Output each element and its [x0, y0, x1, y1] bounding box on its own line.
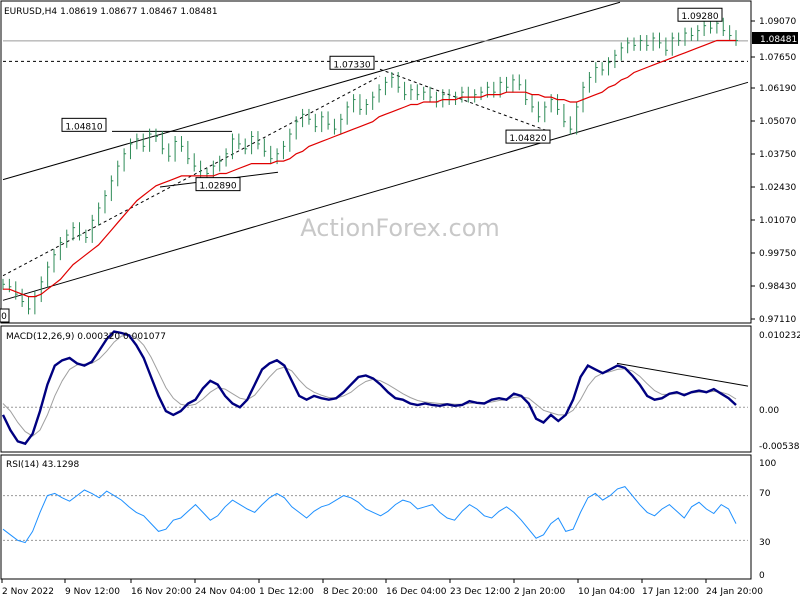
x-tick-label: 2 Jan 20:00 [514, 587, 566, 597]
price-level-label: 0 [1, 312, 7, 322]
rsi-line [2, 486, 737, 544]
y-tick-label: 1.06190 [759, 84, 796, 94]
current-price-tag [752, 32, 798, 44]
x-tick-label: 1 Dec 12:00 [259, 587, 314, 597]
x-tick-label: 24 Nov 04:00 [195, 587, 256, 597]
rsi-panel-frame [0, 454, 752, 580]
channel-lower-line [2, 81, 749, 301]
y-tick-label: 1.07650 [759, 53, 796, 63]
channel-upper-line [2, 1, 621, 181]
x-tick-label: 9 Nov 12:00 [65, 587, 120, 597]
x-tick-label: 24 Jan 20:00 [706, 587, 763, 597]
macd-title: MACD(12,26,9) 0.000320 0.001077 [6, 332, 166, 342]
rsi-y-tick-label: 70 [759, 489, 771, 499]
price-level-box [195, 177, 241, 192]
macd-signal-line [2, 333, 737, 437]
y-tick-label: 0.97110 [759, 315, 796, 325]
x-tick-label: 16 Dec 04:00 [386, 587, 447, 597]
price-level-box [505, 129, 551, 144]
axis-layer: 1.09070 1.07650 1.06190 1.05070 1.03750 1.024… [1, 17, 800, 597]
x-tick-label: 8 Dec 20:00 [323, 587, 378, 597]
macd-y-tick-label: -0.005389 [759, 442, 800, 452]
inner-channel-dashed [2, 75, 381, 277]
price-level-label: 1.07330 [333, 60, 370, 70]
y-tick-label: 1.05070 [759, 117, 796, 127]
price-level-label: 1.04810 [65, 122, 102, 132]
x-tick-label: 2 Nov 2022 [2, 587, 54, 597]
rsi-y-tick-label: 100 [759, 459, 776, 469]
x-tick-label: 16 Nov 20:00 [131, 587, 192, 597]
price-title: EURUSD,H4 1.08619 1.08677 1.08467 1.08481 [4, 7, 218, 17]
y-tick-label: 0.98430 [759, 282, 796, 292]
macd-layer [1, 330, 749, 446]
rsi-title: RSI(14) 43.1298 [6, 460, 79, 470]
macd-line [1, 330, 737, 446]
x-tick-label: 10 Jan 04:00 [578, 587, 635, 597]
rsi-y-tick-label: 0 [759, 571, 765, 581]
price-level-box [677, 7, 723, 22]
watermark: ActionForex.com [300, 214, 500, 242]
y-tick-label: 1.03750 [759, 150, 796, 160]
price-level-box [61, 117, 107, 132]
x-tick-label: 17 Jan 12:00 [642, 587, 699, 597]
macd-y-tick-label: 0.010232 [759, 331, 800, 341]
y-tick-label: 1.09070 [759, 17, 796, 27]
price-level-box [329, 55, 375, 70]
macd-y-tick-label: 0.00 [759, 406, 779, 416]
macd-divergence-line [616, 362, 749, 387]
x-tick-label: 23 Dec 12:00 [450, 587, 511, 597]
price-level-label: 1.09280 [681, 12, 718, 22]
current-price-tag-label: 1.08481 [760, 35, 797, 45]
price-level-box [0, 308, 10, 323]
macd-panel-frame [0, 325, 752, 453]
y-tick-label: 1.01070 [759, 216, 796, 226]
moving-average-line [3, 39, 736, 298]
price-level-label: 1.02890 [199, 182, 236, 192]
y-tick-label: 0.99750 [759, 249, 796, 259]
projection-dashed-line [379, 68, 549, 132]
rsi-layer [2, 486, 748, 544]
price-layer: 1.09280 1.07330 1.04810 1.04820 1.02890 0 [0, 1, 749, 323]
price-level-label: 1.04820 [509, 134, 546, 144]
y-tick-label: 1.02430 [759, 183, 796, 193]
rsi-y-tick-label: 30 [759, 538, 771, 548]
price-panel-frame [0, 0, 752, 324]
